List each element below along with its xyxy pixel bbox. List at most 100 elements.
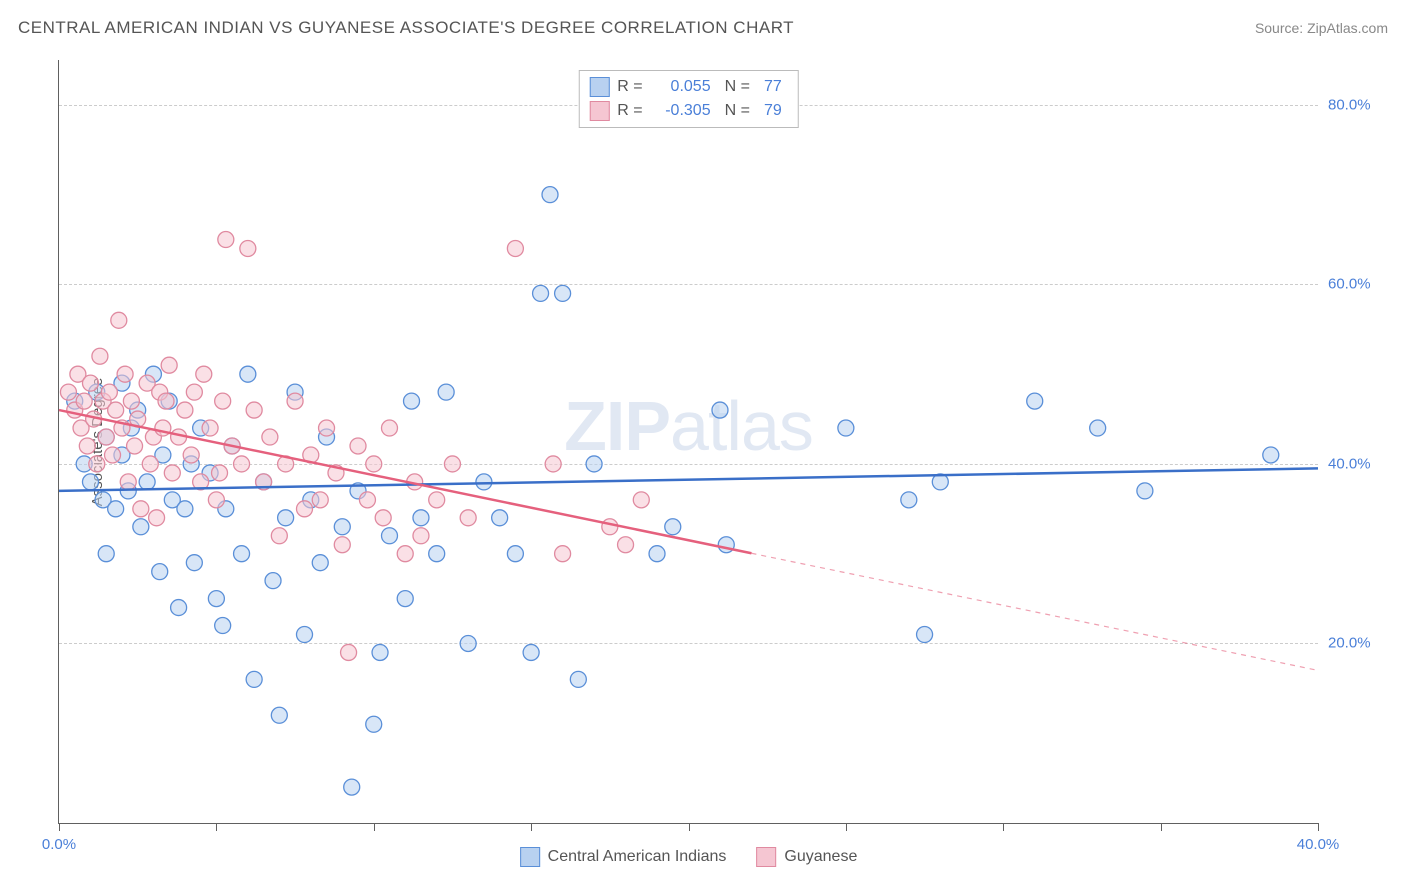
scatter-point bbox=[372, 644, 388, 660]
source-attribution: Source: ZipAtlas.com bbox=[1255, 20, 1388, 36]
scatter-point bbox=[79, 438, 95, 454]
scatter-point bbox=[218, 232, 234, 248]
scatter-point bbox=[404, 393, 420, 409]
scatter-point bbox=[108, 501, 124, 517]
scatter-point bbox=[139, 474, 155, 490]
scatter-point bbox=[523, 644, 539, 660]
scatter-point bbox=[359, 492, 375, 508]
scatter-point bbox=[665, 519, 681, 535]
chart-title: CENTRAL AMERICAN INDIAN VS GUYANESE ASSO… bbox=[18, 18, 794, 38]
scatter-point bbox=[278, 510, 294, 526]
scatter-point bbox=[208, 591, 224, 607]
scatter-point bbox=[196, 366, 212, 382]
plot-area: Associate's Degree ZIPatlas R = 0.055 N … bbox=[58, 60, 1318, 824]
scatter-point bbox=[133, 501, 149, 517]
scatter-point bbox=[215, 618, 231, 634]
scatter-point bbox=[1027, 393, 1043, 409]
y-tick-label: 80.0% bbox=[1328, 96, 1383, 113]
scatter-point bbox=[98, 546, 114, 562]
scatter-point bbox=[381, 528, 397, 544]
scatter-point bbox=[111, 312, 127, 328]
scatter-point bbox=[618, 537, 634, 553]
scatter-point bbox=[152, 564, 168, 580]
x-tick-label: 40.0% bbox=[1297, 836, 1340, 853]
stats-legend: R = 0.055 N = 77 R = -0.305 N = 79 bbox=[578, 70, 798, 128]
x-tick bbox=[689, 823, 690, 831]
x-tick bbox=[1318, 823, 1319, 831]
scatter-point bbox=[149, 510, 165, 526]
n-value: 79 bbox=[764, 102, 782, 120]
source-link[interactable]: ZipAtlas.com bbox=[1307, 20, 1388, 36]
scatter-point bbox=[533, 285, 549, 301]
r-label: R = bbox=[617, 78, 642, 96]
scatter-point bbox=[319, 420, 335, 436]
plot-svg bbox=[59, 60, 1318, 823]
scatter-point bbox=[1263, 447, 1279, 463]
scatter-point bbox=[460, 635, 476, 651]
chart-container: Associate's Degree ZIPatlas R = 0.055 N … bbox=[18, 50, 1388, 874]
scatter-point bbox=[507, 546, 523, 562]
scatter-point bbox=[171, 600, 187, 616]
scatter-point bbox=[429, 492, 445, 508]
scatter-point bbox=[177, 402, 193, 418]
scatter-point bbox=[507, 241, 523, 257]
scatter-point bbox=[82, 375, 98, 391]
regression-line bbox=[59, 468, 1318, 490]
scatter-point bbox=[108, 402, 124, 418]
x-tick bbox=[374, 823, 375, 831]
scatter-point bbox=[602, 519, 618, 535]
scatter-point bbox=[397, 591, 413, 607]
scatter-point bbox=[82, 474, 98, 490]
scatter-point bbox=[366, 716, 382, 732]
x-tick bbox=[1161, 823, 1162, 831]
scatter-point bbox=[287, 393, 303, 409]
scatter-point bbox=[117, 366, 133, 382]
scatter-point bbox=[202, 420, 218, 436]
scatter-point bbox=[240, 241, 256, 257]
scatter-point bbox=[649, 546, 665, 562]
scatter-point bbox=[334, 537, 350, 553]
scatter-point bbox=[297, 626, 313, 642]
y-tick-label: 40.0% bbox=[1328, 455, 1383, 472]
scatter-point bbox=[712, 402, 728, 418]
scatter-point bbox=[444, 456, 460, 472]
scatter-point bbox=[555, 285, 571, 301]
scatter-point bbox=[105, 447, 121, 463]
scatter-point bbox=[917, 626, 933, 642]
scatter-point bbox=[297, 501, 313, 517]
n-value: 77 bbox=[764, 78, 782, 96]
n-label: N = bbox=[725, 102, 750, 120]
scatter-point bbox=[101, 384, 117, 400]
scatter-point bbox=[142, 456, 158, 472]
scatter-point bbox=[1090, 420, 1106, 436]
scatter-point bbox=[334, 519, 350, 535]
scatter-point bbox=[246, 671, 262, 687]
stats-legend-row: R = -0.305 N = 79 bbox=[589, 99, 787, 123]
scatter-point bbox=[177, 501, 193, 517]
legend-swatch bbox=[589, 77, 609, 97]
x-tick bbox=[846, 823, 847, 831]
scatter-point bbox=[123, 393, 139, 409]
scatter-point bbox=[186, 384, 202, 400]
scatter-point bbox=[186, 555, 202, 571]
scatter-point bbox=[89, 456, 105, 472]
scatter-point bbox=[127, 438, 143, 454]
scatter-point bbox=[545, 456, 561, 472]
scatter-point bbox=[262, 429, 278, 445]
scatter-point bbox=[381, 420, 397, 436]
scatter-point bbox=[460, 510, 476, 526]
scatter-point bbox=[215, 393, 231, 409]
scatter-point bbox=[366, 456, 382, 472]
scatter-point bbox=[120, 474, 136, 490]
scatter-point bbox=[1137, 483, 1153, 499]
scatter-point bbox=[413, 528, 429, 544]
n-label: N = bbox=[725, 78, 750, 96]
scatter-point bbox=[542, 187, 558, 203]
scatter-point bbox=[98, 429, 114, 445]
x-tick bbox=[531, 823, 532, 831]
scatter-point bbox=[92, 348, 108, 364]
scatter-point bbox=[341, 644, 357, 660]
scatter-point bbox=[234, 456, 250, 472]
x-tick-label: 0.0% bbox=[42, 836, 76, 853]
x-tick bbox=[1003, 823, 1004, 831]
